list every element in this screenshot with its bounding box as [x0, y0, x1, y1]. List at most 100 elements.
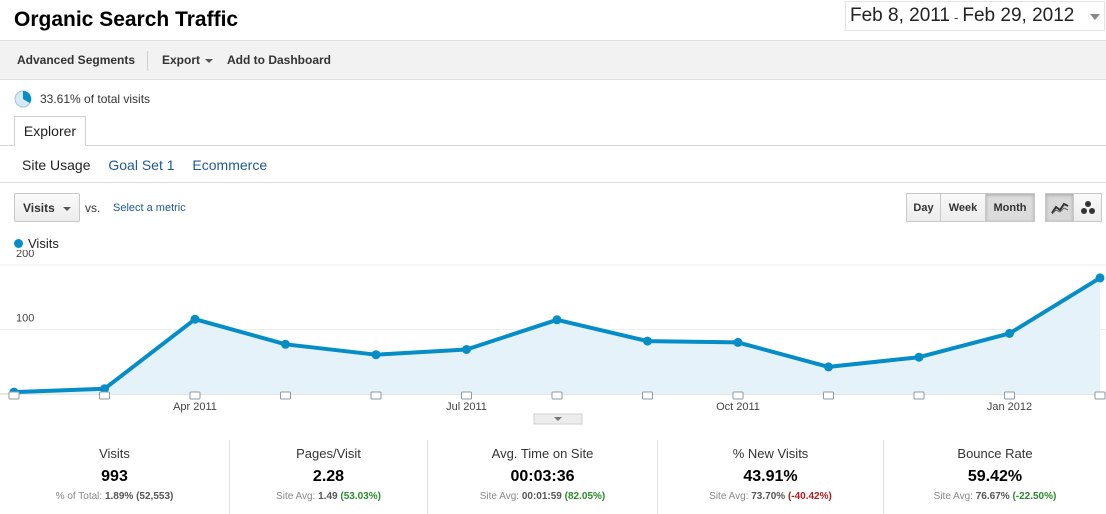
stat-sub-main: 76.67% — [975, 491, 1010, 502]
stat-sub-main: 00:01:59 — [521, 491, 562, 502]
granularity-week-button[interactable]: Week — [940, 193, 986, 222]
annotation-icon — [1094, 391, 1106, 400]
stat-value: 2.28 — [312, 468, 345, 485]
y-tick-label: 200 — [16, 250, 34, 260]
legend-label: Visits — [28, 236, 59, 251]
stat-pages-per-visit: Pages/Visit 2.28 Site Avg: 1.49 (53.03%) — [230, 440, 428, 514]
subtab-site-usage[interactable]: Site Usage — [22, 157, 91, 173]
area-fill — [14, 277, 1100, 394]
x-tick-label: Oct 2011 — [716, 401, 760, 413]
stat-sub-prefix: % of Total: — [55, 491, 103, 502]
stat-sub-main: 1.89% — [104, 491, 134, 502]
stat-sub-main: 1.49 — [318, 491, 338, 502]
caret-down-icon — [63, 207, 71, 211]
export-button[interactable]: Export — [162, 53, 214, 67]
advanced-segments-button[interactable]: Advanced Segments — [17, 53, 136, 67]
stat-label: Visits — [99, 446, 130, 461]
annotation-icon — [823, 391, 834, 400]
stat-sub-prefix: Site Avg: — [479, 491, 520, 502]
stat-sub-extra: (53.03%) — [340, 491, 381, 502]
subtab-goal-set[interactable]: Goal Set 1 — [108, 157, 175, 173]
section-divider — [0, 182, 1106, 183]
percent-of-total: 33.61% of total visits — [40, 92, 151, 106]
stat-value: 43.91% — [743, 468, 798, 485]
stat-sub-prefix: Site Avg: — [933, 491, 973, 502]
annotation-icon — [461, 391, 472, 400]
stat-comparison: Site Avg: 00:01:59 (82.05%) — [428, 491, 657, 502]
date-range-picker[interactable]: Feb 8, 2011 - Feb 29, 2012 — [845, 1, 1105, 31]
subtab-ecommerce[interactable]: Ecommerce — [192, 157, 268, 173]
stat-sub-extra: (52,553) — [136, 491, 174, 502]
data-point — [914, 352, 924, 362]
annotation-icon — [370, 391, 382, 400]
date-end: Feb 29, 2012 — [962, 5, 1075, 26]
select-metric-link[interactable]: Select a metric — [113, 202, 186, 214]
line-chart-button[interactable] — [1045, 193, 1074, 222]
stat-label: % New Visits — [732, 446, 809, 461]
caret-down-icon — [205, 58, 214, 63]
data-point — [733, 337, 743, 347]
data-point — [281, 339, 290, 349]
stat-value: 00:03:36 — [510, 468, 575, 485]
chevron-down-icon[interactable] — [1090, 14, 1100, 20]
subtab-nav: Site Usage Goal Set 1 Ecommerce — [22, 157, 281, 173]
stat-sub-extra: (82.05%) — [564, 491, 606, 502]
stat-sub-prefix: Site Avg: — [709, 491, 749, 502]
stat-avg-time-on-site: Avg. Time on Site 00:03:36 Site Avg: 00:… — [428, 440, 658, 514]
x-tick-label: Jul 2011 — [446, 401, 487, 413]
chart-type-toggle — [1045, 193, 1102, 222]
stat-sub-main: 73.70% — [751, 491, 786, 502]
toolbar: Advanced Segments Export Add to Dashboar… — [0, 40, 1106, 80]
data-point — [1095, 273, 1105, 283]
data-point — [552, 315, 562, 325]
stat-value: 59.42% — [967, 468, 1023, 485]
line-chart-icon — [1050, 202, 1068, 214]
stat-bounce-rate: Bounce Rate 59.42% Site Avg: 76.67% (-22… — [884, 440, 1106, 514]
annotation-icon — [8, 391, 20, 400]
chart-legend: Visits — [14, 236, 59, 251]
stat-label: Pages/Visit — [296, 446, 361, 461]
stat-comparison: Site Avg: 73.70% (-40.42%) — [658, 491, 883, 502]
annotation-icon — [1004, 391, 1015, 400]
annotation-icon — [913, 391, 925, 400]
granularity-toggle: Day Week Month — [906, 193, 1035, 222]
y-tick-label: 100 — [16, 313, 34, 325]
granularity-day-button[interactable]: Day — [906, 193, 941, 222]
stat-label: Bounce Rate — [957, 446, 1033, 461]
scorecard-row: Visits 993 % of Total: 1.89% (52,553) Pa… — [0, 440, 1106, 514]
x-tick-label: Apr 2011 — [173, 401, 217, 413]
vs-label: vs. — [85, 201, 101, 215]
stat-value: 993 — [101, 468, 128, 485]
page-title: Organic Search Traffic — [14, 8, 239, 31]
data-point — [1005, 328, 1014, 338]
granularity-month-button[interactable]: Month — [985, 193, 1035, 222]
date-separator: - — [954, 9, 959, 25]
pie-icon — [14, 90, 32, 108]
annotation-icon — [99, 391, 110, 400]
x-tick-label: Jan 2012 — [987, 401, 1032, 413]
data-point — [371, 350, 381, 360]
data-point — [643, 336, 652, 346]
annotation-icon — [732, 391, 744, 400]
stat-new-visits: % New Visits 43.91% Site Avg: 73.70% (-4… — [658, 440, 884, 514]
motion-chart-button[interactable] — [1073, 193, 1102, 222]
segment-summary: 33.61% of total visits — [14, 90, 150, 108]
stat-comparison: % of Total: 1.89% (52,553) — [0, 491, 229, 502]
chevron-down-icon — [554, 417, 562, 421]
metric-selector[interactable]: Visits — [14, 193, 80, 222]
stat-visits: Visits 993 % of Total: 1.89% (52,553) — [0, 440, 230, 514]
metric-label: Visits — [23, 200, 55, 215]
export-label: Export — [162, 53, 201, 67]
tab-explorer[interactable]: Explorer — [14, 116, 86, 146]
annotation-icon — [189, 391, 201, 400]
data-point — [100, 384, 109, 394]
annotation-icon — [551, 391, 563, 400]
stat-comparison: Site Avg: 1.49 (53.03%) — [230, 491, 427, 502]
stat-sub-extra: (-22.50%) — [1012, 491, 1057, 502]
tab-bar-border — [0, 145, 1106, 146]
data-point — [462, 345, 471, 354]
stat-comparison: Site Avg: 76.67% (-22.50%) — [884, 491, 1106, 502]
add-to-dashboard-button[interactable]: Add to Dashboard — [227, 53, 331, 67]
stat-sub-prefix: Site Avg: — [276, 491, 316, 502]
annotation-icon — [280, 391, 291, 400]
